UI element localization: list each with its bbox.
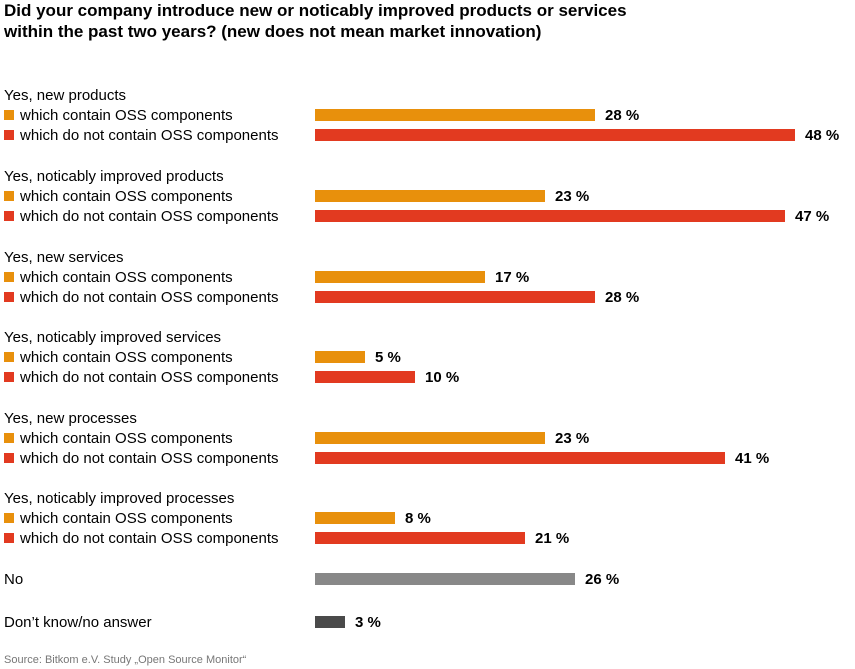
bar	[315, 291, 595, 303]
legend-swatch	[4, 513, 14, 523]
group-label: Yes, new products	[4, 87, 126, 104]
data-label: 48 %	[805, 127, 839, 144]
bar	[315, 452, 725, 464]
data-label: 23 %	[555, 188, 589, 205]
group-label: Yes, noticably improved products	[4, 168, 224, 185]
data-label: 47 %	[795, 208, 829, 225]
bar	[315, 371, 415, 383]
row-label: which do not contain OSS components	[19, 450, 279, 467]
legend-swatch	[4, 433, 14, 443]
data-label: 10 %	[425, 369, 459, 386]
row-label: which do not contain OSS components	[19, 289, 279, 306]
row-label: which contain OSS components	[19, 349, 233, 366]
data-label: 21 %	[535, 530, 569, 547]
row-label: which contain OSS components	[19, 430, 233, 447]
bar	[315, 190, 545, 202]
legend-swatch	[4, 211, 14, 221]
legend-swatch	[4, 191, 14, 201]
group-label: Yes, new services	[4, 249, 124, 266]
bar	[315, 271, 485, 283]
chart-title-line-1: Did your company introduce new or notica…	[4, 1, 627, 20]
legend-swatch	[4, 453, 14, 463]
row-label: which do not contain OSS components	[19, 530, 279, 547]
chart-title-line-2: within the past two years? (new does not…	[4, 22, 542, 41]
legend-swatch	[4, 352, 14, 362]
data-label: 23 %	[555, 430, 589, 447]
row-label: which contain OSS components	[19, 188, 233, 205]
data-label: 28 %	[605, 107, 639, 124]
data-label: 5 %	[375, 349, 401, 366]
row-label: which contain OSS components	[19, 510, 233, 527]
legend-swatch	[4, 110, 14, 120]
legend-swatch	[4, 533, 14, 543]
bar	[315, 210, 785, 222]
bar	[315, 351, 365, 363]
source-note: Source: Bitkom e.V. Study „Open Source M…	[4, 654, 247, 666]
bar	[315, 532, 525, 544]
data-label: 3 %	[355, 614, 381, 631]
row-label: No	[4, 571, 23, 588]
chart-title: Did your company introduce new or notica…	[4, 0, 849, 42]
data-label: 26 %	[585, 571, 619, 588]
data-label: 17 %	[495, 269, 529, 286]
bar	[315, 616, 345, 628]
bar	[315, 129, 795, 141]
row-label: Don’t know/no answer	[4, 614, 152, 631]
group-label: Yes, noticably improved processes	[4, 490, 234, 507]
bar	[315, 573, 575, 585]
group-label: Yes, noticably improved services	[4, 329, 221, 346]
row-label: which contain OSS components	[19, 107, 233, 124]
legend-swatch	[4, 372, 14, 382]
bar-chart: Yes, new products which contain OSS compo…	[4, 87, 839, 631]
row-label: which do not contain OSS components	[19, 208, 279, 225]
bar	[315, 109, 595, 121]
group-label: Yes, new processes	[4, 410, 137, 427]
legend-swatch	[4, 272, 14, 282]
data-label: 8 %	[405, 510, 431, 527]
bar	[315, 432, 545, 444]
data-label: 28 %	[605, 289, 639, 306]
legend-swatch	[4, 130, 14, 140]
bar	[315, 512, 395, 524]
row-label: which contain OSS components	[19, 269, 233, 286]
data-label: 41 %	[735, 450, 769, 467]
row-label: which do not contain OSS components	[19, 127, 279, 144]
legend-swatch	[4, 292, 14, 302]
row-label: which do not contain OSS components	[19, 369, 279, 386]
